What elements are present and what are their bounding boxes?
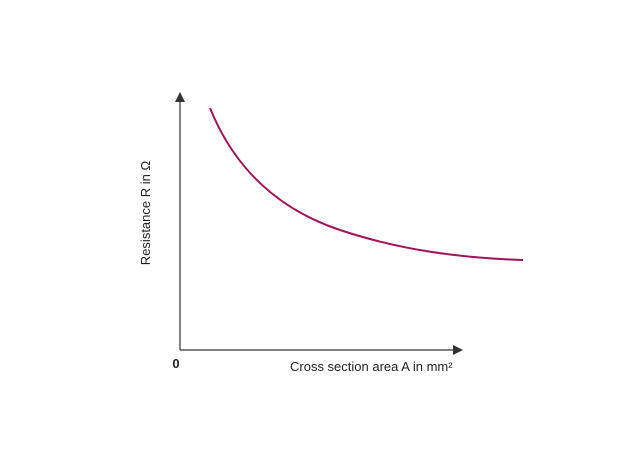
y-axis-arrow (175, 92, 185, 102)
y-axis-label: Resistance R in Ω (138, 161, 153, 266)
x-axis-arrow (453, 345, 463, 355)
x-axis-label: Cross section area A in mm² (290, 359, 453, 374)
origin-label: 0 (172, 356, 179, 371)
curve (209, 107, 524, 261)
